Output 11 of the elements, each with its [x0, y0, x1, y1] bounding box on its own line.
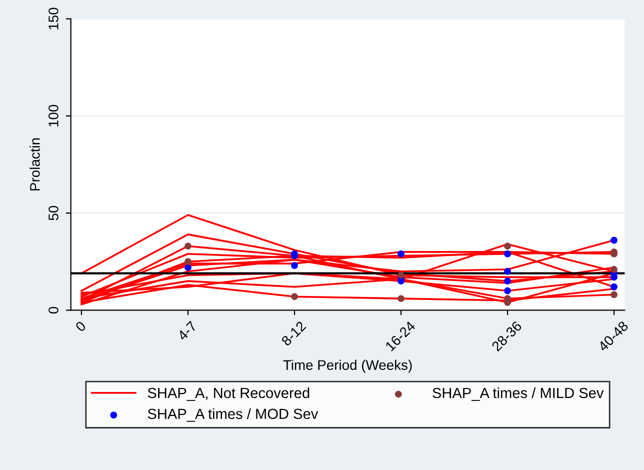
- legend-label: SHAP_A times / MILD Sev: [432, 387, 604, 401]
- legend-label: SHAP_A times / MOD Sev: [148, 408, 318, 422]
- y-tick-label: 50: [48, 206, 58, 220]
- x-axis-title: Time Period (Weeks): [283, 360, 412, 373]
- y-axis-title: Prolactin: [30, 138, 40, 190]
- x-tick-label: 4-7: [176, 320, 198, 342]
- x-tick-label: 0: [74, 320, 86, 332]
- y-tick-label: 150: [48, 8, 58, 30]
- y-tick-label: 100: [48, 104, 58, 126]
- y-tick-label: 0: [48, 306, 58, 314]
- legend-label: SHAP_A, Not Recovered: [148, 387, 310, 401]
